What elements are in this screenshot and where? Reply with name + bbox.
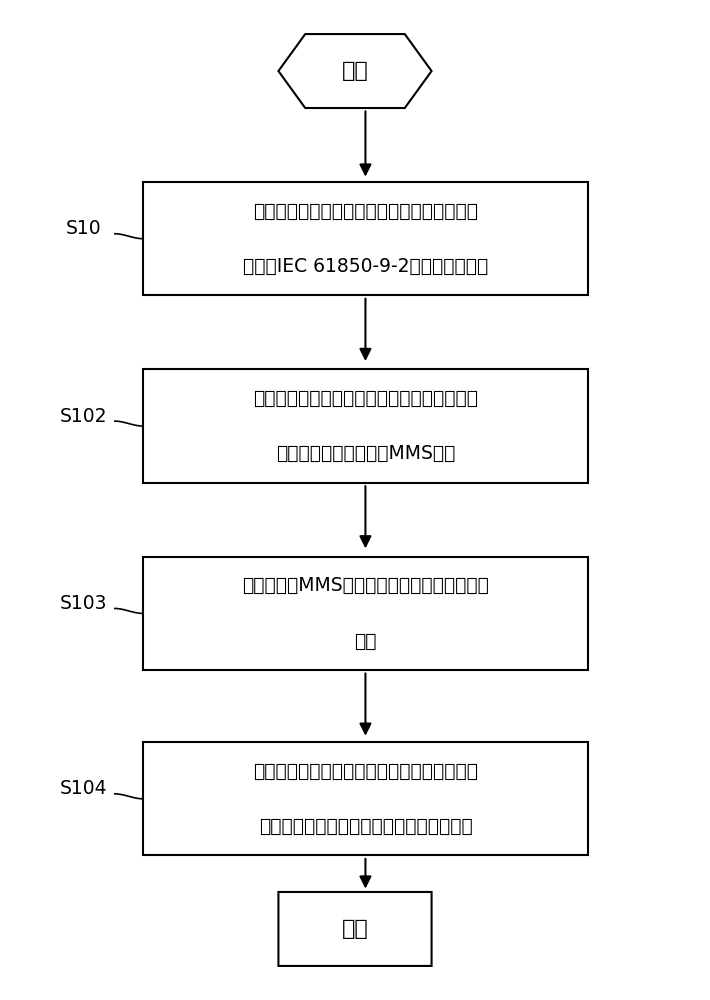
Text: S103: S103 — [60, 594, 107, 613]
Polygon shape — [278, 34, 432, 108]
Text: 向数字式电能质量监测终端发送符合国际电工: 向数字式电能质量监测终端发送符合国际电工 — [253, 202, 478, 221]
Text: S104: S104 — [60, 779, 107, 798]
Text: 信号进行采样，并输出MMS报文: 信号进行采样，并输出MMS报文 — [275, 444, 455, 463]
FancyBboxPatch shape — [143, 557, 588, 670]
Text: 开始: 开始 — [342, 61, 368, 81]
Text: 数据: 数据 — [354, 632, 377, 651]
Text: 所述的数字式电能质量监测终端对所述的标准: 所述的数字式电能质量监测终端对所述的标准 — [253, 389, 478, 408]
Text: S102: S102 — [60, 407, 107, 426]
Text: 根据所述的短时闪变指标的分钟数据确定所述: 根据所述的短时闪变指标的分钟数据确定所述 — [253, 762, 478, 781]
FancyBboxPatch shape — [278, 892, 432, 966]
Text: S10: S10 — [66, 219, 102, 238]
Text: 根据所述的MMS报文确定短时闪变指标的分钟: 根据所述的MMS报文确定短时闪变指标的分钟 — [242, 576, 489, 595]
FancyBboxPatch shape — [143, 369, 588, 483]
Text: 委员会IEC 61850-9-2要求的标准信号: 委员会IEC 61850-9-2要求的标准信号 — [243, 257, 488, 276]
Text: 结束: 结束 — [342, 919, 368, 939]
Text: 数字式电能质量监测终端的短时闪变测量值: 数字式电能质量监测终端的短时闪变测量值 — [258, 817, 472, 836]
FancyBboxPatch shape — [143, 742, 588, 855]
FancyBboxPatch shape — [143, 182, 588, 295]
